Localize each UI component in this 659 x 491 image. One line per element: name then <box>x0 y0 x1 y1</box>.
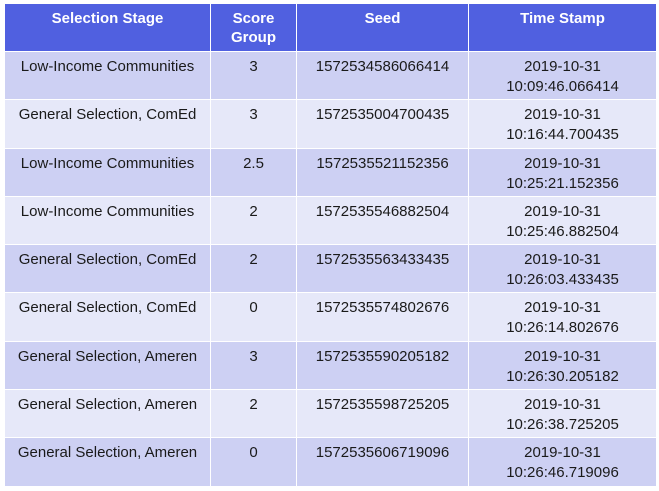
cell-time: 10:26:38.725205 <box>506 416 619 434</box>
cell-score: 3 <box>210 99 297 149</box>
cell-time: 10:25:46.882504 <box>506 222 619 240</box>
table-row: General Selection, Ameren 0 157253560671… <box>4 437 657 487</box>
table-row: General Selection, ComEd 3 1572535004700… <box>4 99 657 149</box>
cell-date: 2019-10-31 <box>524 202 601 220</box>
table-row: Low-Income Communities 2.5 1572535521152… <box>4 147 657 197</box>
cell-time: 10:26:30.205182 <box>506 367 619 385</box>
cell-seed: 1572535546882504 <box>296 195 469 246</box>
cell-score: 2 <box>210 389 297 439</box>
cell-date: 2019-10-31 <box>524 396 601 414</box>
cell-seed: 1572535563433435 <box>296 244 469 294</box>
cell-seed: 1572535606719096 <box>296 437 469 487</box>
cell-time: 10:26:14.802676 <box>506 319 619 337</box>
header-selection-stage: Selection Stage <box>4 3 211 52</box>
cell-timestamp: 2019-10-31 10:25:21.152356 <box>468 147 657 197</box>
cell-timestamp: 2019-10-31 10:26:46.719096 <box>468 437 657 487</box>
cell-timestamp: 2019-10-31 10:16:44.700435 <box>468 99 657 149</box>
cell-score: 2.5 <box>210 147 297 197</box>
cell-timestamp: 2019-10-31 10:26:30.205182 <box>468 340 657 391</box>
header-seed: Seed <box>296 3 469 52</box>
cell-seed: 1572535521152356 <box>296 147 469 197</box>
table-row: Low-Income Communities 3 157253458606641… <box>4 50 657 101</box>
table-row: General Selection, Ameren 2 157253559872… <box>4 389 657 439</box>
cell-stage: General Selection, ComEd <box>4 292 211 342</box>
cell-seed: 1572535574802676 <box>296 292 469 342</box>
table-row: General Selection, Ameren 3 157253559020… <box>4 340 657 391</box>
table-row: General Selection, ComEd 2 1572535563433… <box>4 244 657 294</box>
cell-stage: General Selection, ComEd <box>4 99 211 149</box>
cell-time: 10:25:21.152356 <box>506 174 619 192</box>
cell-date: 2019-10-31 <box>524 154 601 172</box>
cell-time: 10:26:03.433435 <box>506 271 619 289</box>
cell-date: 2019-10-31 <box>524 347 601 365</box>
selection-results-table: Selection Stage Score Group Seed Time St… <box>4 3 657 487</box>
cell-timestamp: 2019-10-31 10:25:46.882504 <box>468 195 657 246</box>
cell-date: 2019-10-31 <box>524 299 601 317</box>
cell-time: 10:09:46.066414 <box>506 78 619 95</box>
cell-seed: 1572535598725205 <box>296 389 469 439</box>
cell-stage: General Selection, ComEd <box>4 244 211 294</box>
selection-table-container: Selection Stage Score Group Seed Time St… <box>4 3 657 487</box>
cell-seed: 1572534586066414 <box>296 50 469 101</box>
cell-stage: Low-Income Communities <box>4 195 211 246</box>
cell-timestamp: 2019-10-31 10:26:03.433435 <box>468 244 657 294</box>
header-time-stamp: Time Stamp <box>468 3 657 52</box>
table-header-row: Selection Stage Score Group Seed Time St… <box>4 3 657 52</box>
header-score-group: Score Group <box>210 3 297 52</box>
cell-stage: Low-Income Communities <box>4 50 211 101</box>
cell-seed: 1572535590205182 <box>296 340 469 391</box>
cell-date: 2019-10-31 <box>524 106 601 124</box>
cell-stage: General Selection, Ameren <box>4 340 211 391</box>
header-score-line1: Score <box>232 10 275 27</box>
cell-date: 2019-10-31 <box>524 58 601 75</box>
cell-score: 0 <box>210 437 297 487</box>
cell-time: 10:26:46.719096 <box>506 464 619 482</box>
cell-timestamp: 2019-10-31 10:26:38.725205 <box>468 389 657 439</box>
table-row: Low-Income Communities 2 157253554688250… <box>4 195 657 246</box>
table-row: General Selection, ComEd 0 1572535574802… <box>4 292 657 342</box>
header-score-line2: Group <box>231 29 276 46</box>
cell-score: 2 <box>210 195 297 246</box>
cell-date: 2019-10-31 <box>524 444 601 462</box>
cell-date: 2019-10-31 <box>524 251 601 269</box>
cell-stage: General Selection, Ameren <box>4 389 211 439</box>
cell-stage: Low-Income Communities <box>4 147 211 197</box>
cell-time: 10:16:44.700435 <box>506 126 619 144</box>
cell-stage: General Selection, Ameren <box>4 437 211 487</box>
cell-score: 3 <box>210 340 297 391</box>
cell-seed: 1572535004700435 <box>296 99 469 149</box>
cell-score: 2 <box>210 244 297 294</box>
cell-score: 0 <box>210 292 297 342</box>
cell-score: 3 <box>210 50 297 101</box>
cell-timestamp: 2019-10-31 10:09:46.066414 <box>468 50 657 101</box>
cell-timestamp: 2019-10-31 10:26:14.802676 <box>468 292 657 342</box>
